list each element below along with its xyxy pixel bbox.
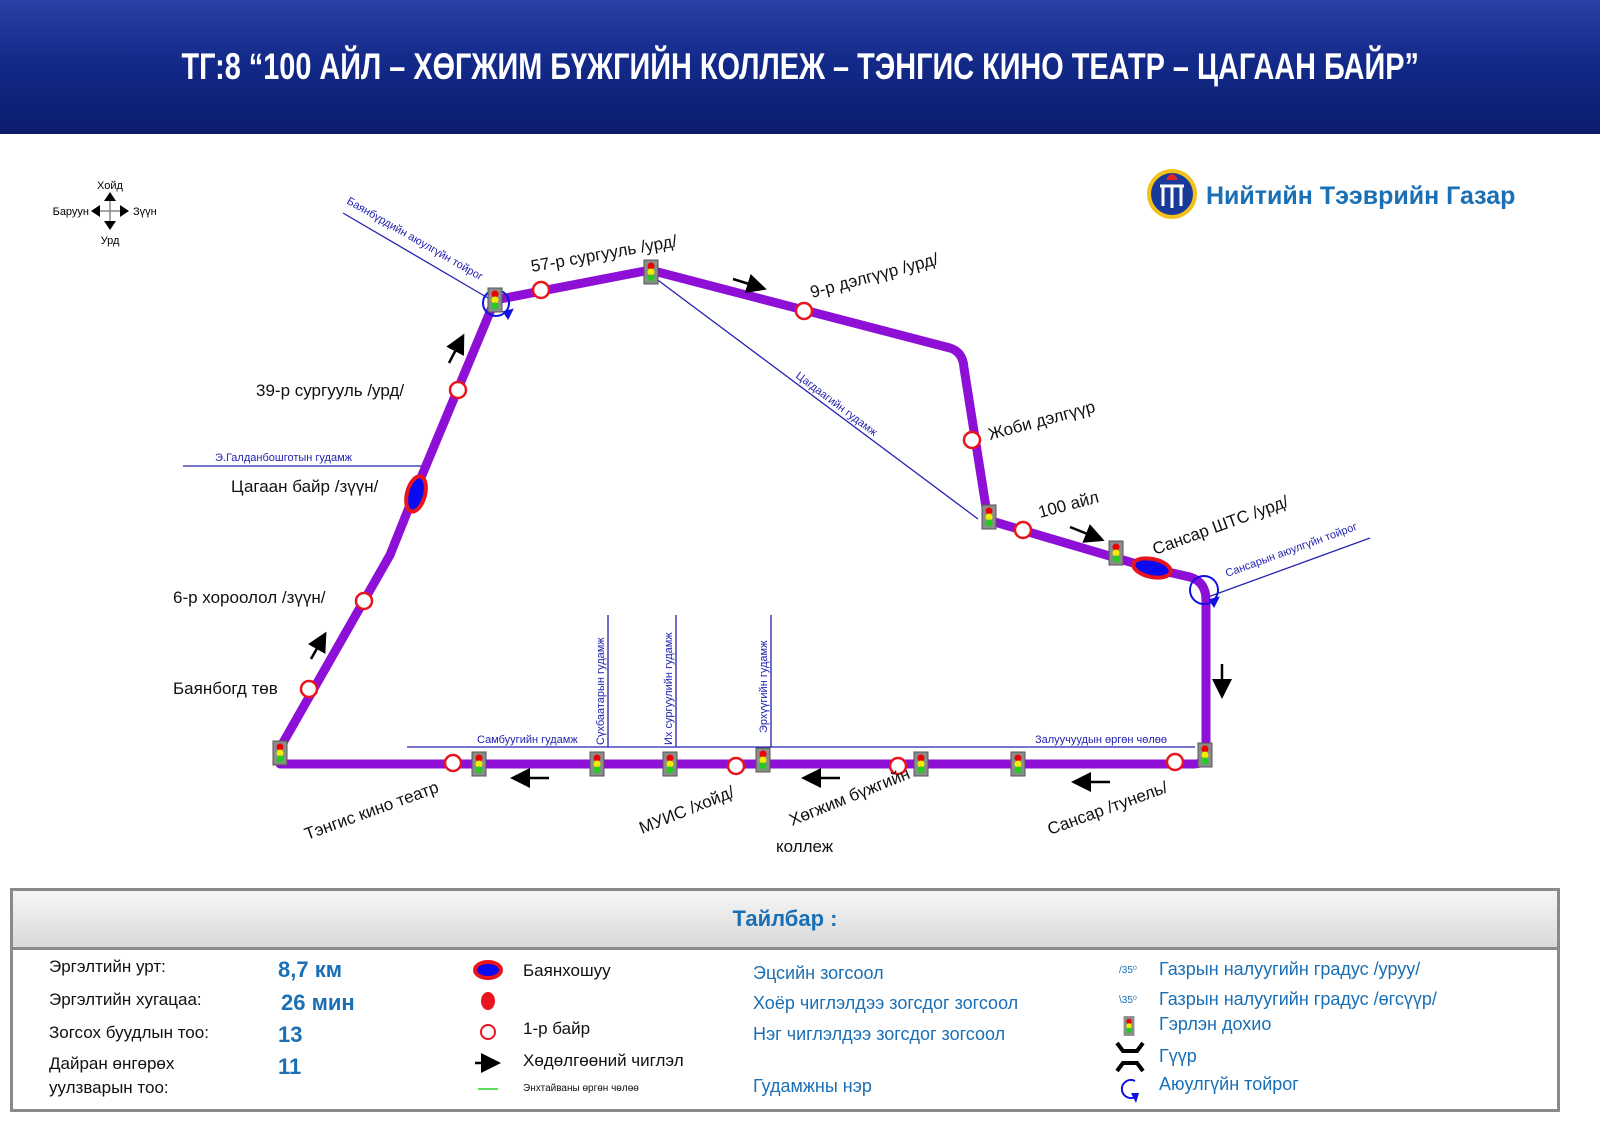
compass-north: Хойд <box>97 180 123 192</box>
roundabout-icon <box>482 289 1220 608</box>
stop-type: Хоёр чиглэлдээ зогсдог зогсоол <box>753 993 1019 1013</box>
legend-title: Тайлбар : <box>13 891 1557 950</box>
legend-avenue: Энхтайваны өргөн чөлөө <box>523 1083 639 1094</box>
stat-label: Эргэлтийн урт: <box>49 957 166 976</box>
street-tsagdaa: Цагдаагийн гудамж <box>793 370 880 439</box>
slope-down-mark: /35⁰ <box>1119 965 1137 976</box>
traffic-lights <box>272 259 1213 777</box>
street-erkhuu: Эрхүүгийн гудамж <box>758 640 770 733</box>
terminal-icon <box>473 960 503 980</box>
route-title: ТГ:8 “100 АЙЛ – ХӨГЖИМ БҮЖГИЙН КОЛЛЕЖ – … <box>181 46 1419 87</box>
route-map: Хойд Урд Баруун Зүүн Нийтийн Тээврийн Га… <box>53 169 1515 856</box>
stop-label: Сансар ШТС /урд/ <box>1150 492 1291 559</box>
stop-type: Нэг чиглэлдээ зогсдог зогсоол <box>753 1024 1006 1044</box>
street-galdan: Э.Галданбошготын гудамж <box>215 452 353 464</box>
stop-label: Хөгжим бүжгийн <box>786 764 912 830</box>
direction-arrow-icon <box>307 274 1232 792</box>
legend-symbols <box>473 960 503 1090</box>
legend-right: Газрын налуугийн градус /уруу/ <box>1159 959 1421 979</box>
compass-east: Зүүн <box>133 206 157 218</box>
stop-label: Тэнгис кино театр <box>302 778 441 844</box>
stat-label: уулзварын тоо: <box>49 1078 169 1097</box>
compass: Хойд Урд Баруун Зүүн <box>53 180 157 247</box>
stat-value: 8,7 км <box>278 957 342 982</box>
stop-label: 9-р дэлгүүр /урд/ <box>808 249 940 302</box>
street-sansar-round: Сансарын аюулгүйн тойрог <box>1224 521 1359 580</box>
stop-label: МУИС /хойд/ <box>636 782 737 837</box>
stop-label: Баянбогд төв <box>173 679 278 698</box>
compass-west: Баруун <box>53 206 89 218</box>
stat-label: Эргэлтийн хугацаа: <box>49 990 202 1009</box>
stat-value: 13 <box>278 1022 303 1047</box>
street-zaluuchuud: Залуучуудын өргөн чөлөө <box>1035 734 1167 746</box>
legend-right: Аюулгүйн тойрог <box>1159 1074 1299 1094</box>
slope-up-mark: \35⁰ <box>1119 995 1137 1006</box>
two-way-stop-icon <box>481 992 495 1010</box>
terminal-stops <box>404 474 1173 580</box>
legend-icons <box>1115 1016 1145 1103</box>
bus-stops <box>299 280 1185 776</box>
legend-right: Гэрлэн дохио <box>1159 1014 1272 1034</box>
legend-right: Газрын налуугийн градус /өгсүүр/ <box>1159 989 1437 1009</box>
stop-label: Цагаан байр /зүүн/ <box>231 477 379 496</box>
bridge-icon <box>1115 1041 1145 1073</box>
stop-label: коллеж <box>776 837 834 856</box>
compass-south: Урд <box>101 235 120 247</box>
stop-type: Эцсийн зогсоол <box>753 963 884 983</box>
street-sambuu: Самбуугийн гудамж <box>477 734 578 746</box>
street-sukhbaatar: Сүхбаатарын гудамж <box>595 637 607 745</box>
legend-right: Гүүр <box>1159 1046 1197 1066</box>
stat-label: Зогсох буудлын тоо: <box>49 1023 209 1042</box>
one-way-stop-icon <box>480 1024 496 1040</box>
traffic-light-icon <box>1123 1016 1135 1036</box>
legend-terminal: Баянхошуу <box>523 961 611 980</box>
stop-label: Жоби дэлгүүр <box>986 397 1097 444</box>
logo-text: Нийтийн Тээврийн Газар <box>1206 182 1515 210</box>
legend-first: 1-р байр <box>523 1019 591 1038</box>
stop-label: 100 айл <box>1036 487 1101 521</box>
streets <box>183 212 1371 748</box>
legend-direction: Хөдөлгөөний чиглэл <box>523 1051 684 1070</box>
stat-label: Дайран өнгөрөх <box>49 1054 175 1073</box>
logo: Нийтийн Тээврийн Газар <box>1147 169 1515 219</box>
stop-type: Гудамжны нэр <box>753 1076 872 1096</box>
stop-label: Сансар /тунель/ <box>1045 778 1171 839</box>
stop-label: 39-р сургууль /урд/ <box>256 381 404 400</box>
stat-value: 11 <box>278 1054 302 1079</box>
legend-panel: Тайлбар : Эргэлтийн урт: 8,7 км Эргэлтий… <box>10 888 1560 1112</box>
stop-label: 6-р хороолол /зүүн/ <box>173 588 326 607</box>
roundabout-icon <box>1120 1079 1136 1099</box>
street-ikh: Их сургуулийн гудамж <box>663 632 675 745</box>
title-bar: ТГ:8 “100 АЙЛ – ХӨГЖИМ БҮЖГИЙН КОЛЛЕЖ – … <box>0 0 1600 134</box>
street-bayanburd: Баянбүрдийн аюулгүйн тойрог <box>345 195 485 283</box>
stat-value: 26 мин <box>281 990 355 1015</box>
